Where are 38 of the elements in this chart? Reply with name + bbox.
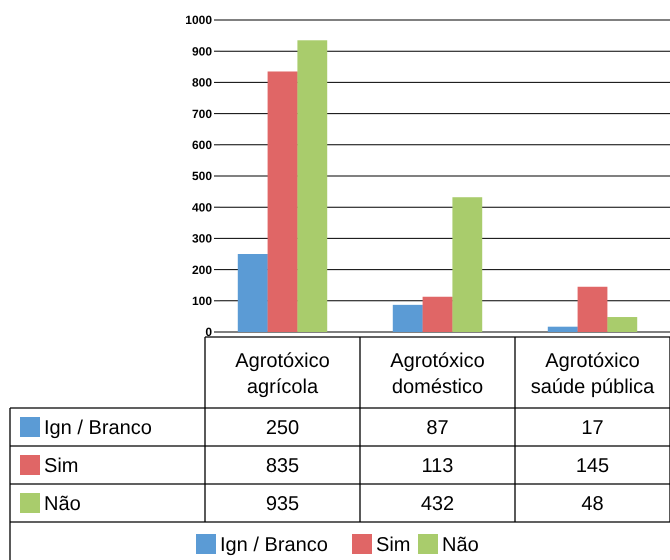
x-tick-label: Agrotóxico agrícola bbox=[235, 350, 330, 398]
data-label: 935 bbox=[266, 493, 300, 515]
data-label: 432 bbox=[420, 493, 454, 515]
text: Sim bbox=[44, 455, 78, 477]
y-tick-label: 800 bbox=[192, 76, 212, 90]
data-label: 250 bbox=[266, 417, 300, 439]
bar bbox=[297, 40, 328, 332]
text: Ign / Branco bbox=[220, 534, 328, 556]
bar bbox=[452, 197, 482, 332]
data-label: 835 bbox=[266, 455, 300, 477]
bar bbox=[607, 317, 638, 332]
data-label: 48 bbox=[581, 493, 604, 515]
y-tick-label: 600 bbox=[192, 138, 212, 152]
bar bbox=[238, 254, 268, 332]
legend-label: Sim bbox=[376, 534, 410, 556]
y-tick-label: 0 bbox=[205, 325, 212, 340]
data-label: 113 bbox=[422, 455, 454, 477]
y-tick-label: 100 bbox=[192, 294, 212, 308]
x-tick-label: Agrotóxico saúde pública bbox=[530, 350, 656, 398]
bar bbox=[268, 71, 298, 332]
data-label: 87 bbox=[426, 417, 449, 439]
legend-label: Não bbox=[442, 534, 479, 556]
y-tick-label: 500 bbox=[192, 169, 212, 184]
y-tick-label: 700 bbox=[192, 106, 212, 121]
bar bbox=[422, 296, 452, 332]
text: Não bbox=[44, 493, 81, 515]
y-tick-label: 1000 bbox=[185, 13, 212, 28]
legend-label: Ign / Branco bbox=[44, 417, 152, 439]
bar bbox=[578, 286, 608, 332]
y-tick-label: 900 bbox=[192, 44, 212, 58]
data-label: 17 bbox=[581, 417, 604, 439]
y-tick-label: 400 bbox=[192, 200, 212, 214]
bar bbox=[392, 304, 423, 332]
y-tick-label: 200 bbox=[192, 262, 212, 277]
x-tick-label: Agrotóxico doméstico bbox=[390, 350, 485, 398]
bar bbox=[548, 326, 578, 332]
data-label: 145 bbox=[576, 455, 610, 477]
y-tick-label: 300 bbox=[192, 232, 212, 246]
